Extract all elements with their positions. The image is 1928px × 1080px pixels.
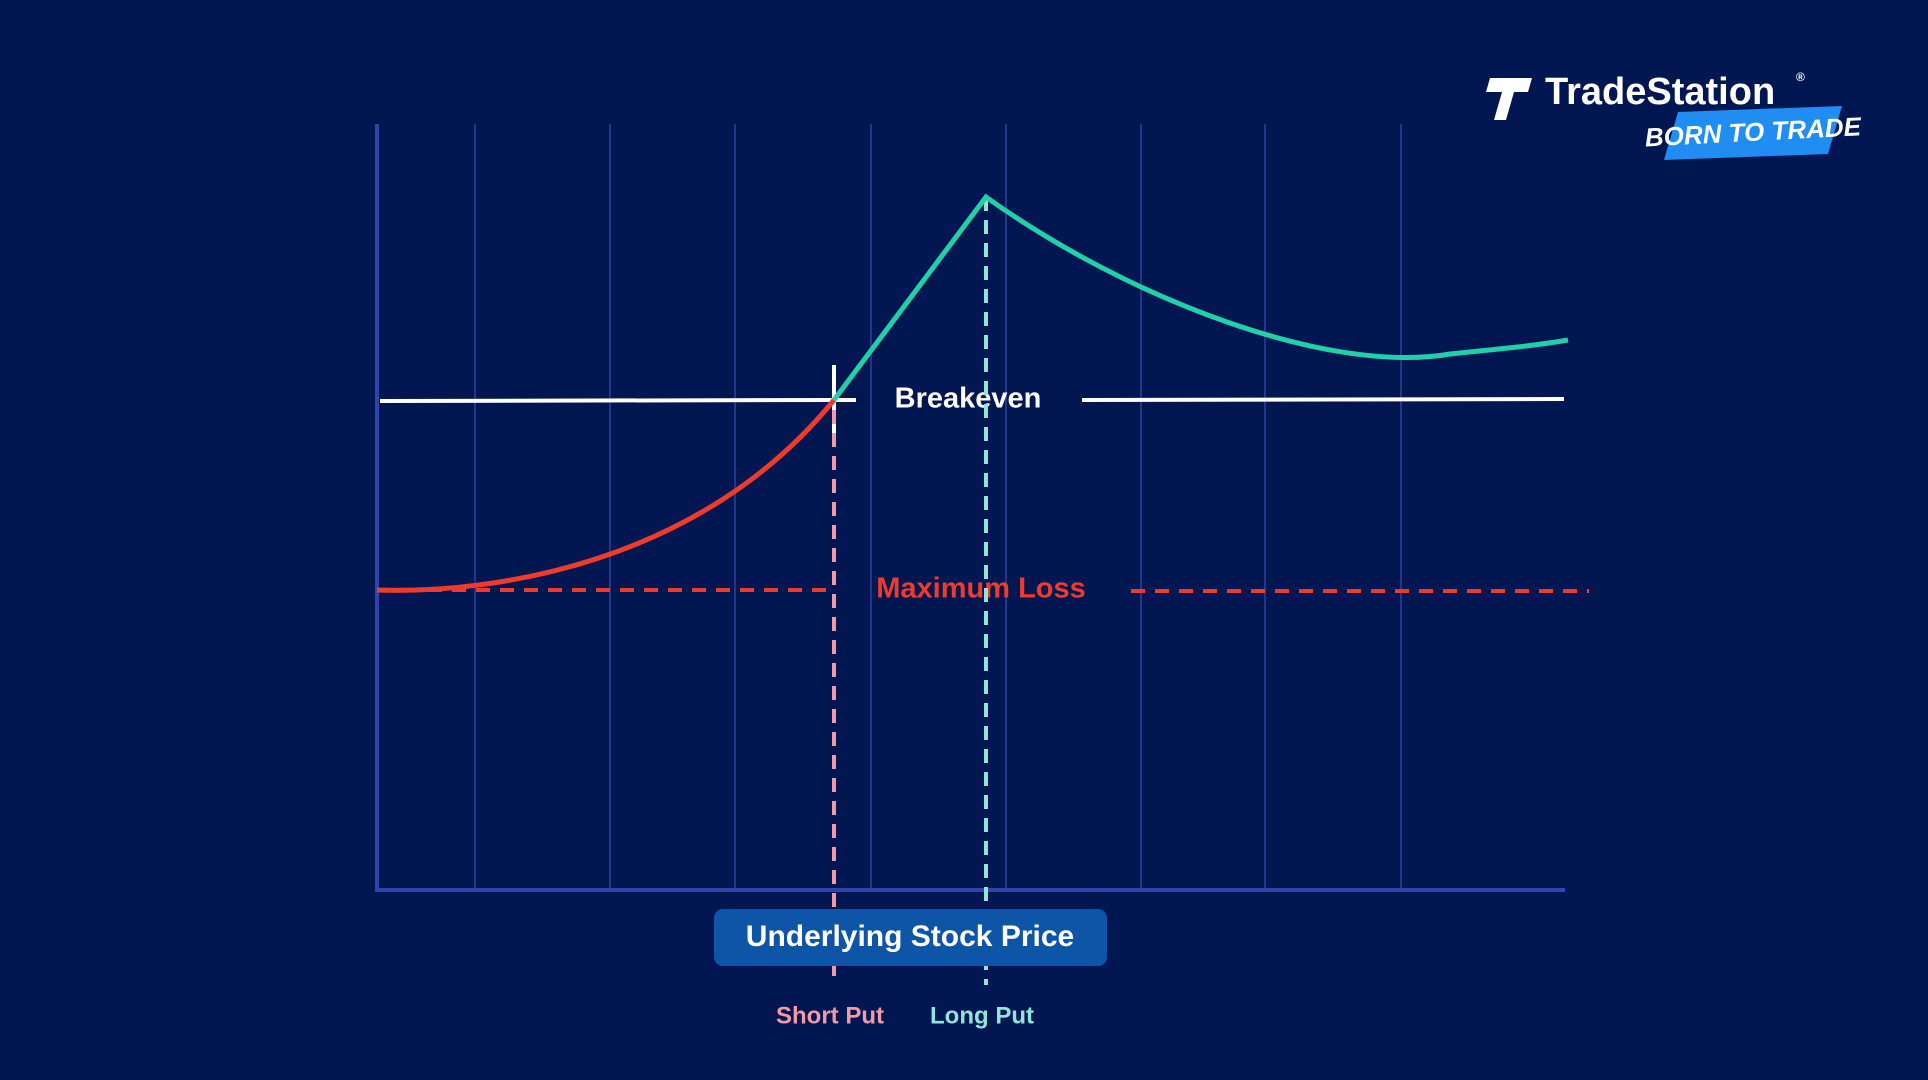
logo-icon bbox=[1486, 78, 1532, 120]
long-put-label: Long Put bbox=[930, 1002, 1034, 1029]
logo: TradeStation ® BORN TO TRADE bbox=[1486, 70, 1862, 160]
profit-curve bbox=[831, 193, 1569, 402]
breakeven-label: Breakeven bbox=[895, 383, 1042, 415]
logo-name: TradeStation bbox=[1545, 71, 1775, 113]
logo-mark: ® bbox=[1796, 70, 1805, 84]
x-axis-label: Underlying Stock Price bbox=[746, 920, 1074, 953]
axes bbox=[375, 124, 1565, 892]
max-loss-label: Maximum Loss bbox=[876, 573, 1086, 605]
loss-curve bbox=[376, 398, 836, 593]
tagline-band bbox=[1664, 106, 1842, 160]
breakeven-line bbox=[379, 398, 835, 403]
grid bbox=[474, 124, 1402, 890]
breakeven-line bbox=[1081, 397, 1565, 402]
x-axis-label-box bbox=[714, 909, 1107, 966]
short-put-label: Short Put bbox=[776, 1002, 884, 1029]
